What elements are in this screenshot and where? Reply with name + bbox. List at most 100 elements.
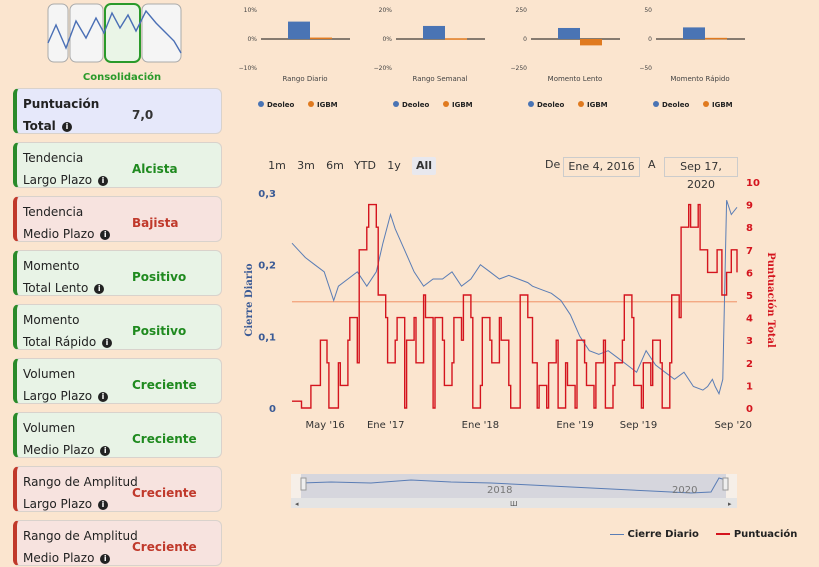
mini-ytick-label: 0 <box>523 36 527 43</box>
mini-bar <box>288 21 310 39</box>
y-tick-label: 0 <box>269 404 276 415</box>
range-button[interactable]: 3m <box>297 159 315 172</box>
score-series-line <box>292 203 738 409</box>
card-label-line1: Tendencia <box>23 205 84 219</box>
legend-deoleo-label: Deoleo <box>662 101 690 109</box>
mini-chart: 50 0 −50 Momento Rápido Deoleo IGBM <box>639 7 745 109</box>
legend-deoleo-label: Deoleo <box>537 101 565 109</box>
y2-tick-label: 5 <box>746 291 753 302</box>
card-label-line2: Largo Plazo i <box>23 173 108 187</box>
legend-close-line <box>610 533 624 535</box>
x-tick-label: Sep '19 <box>620 420 658 431</box>
navigator[interactable]: ◂ ▸ Ш <box>291 474 737 508</box>
card-label-line2-text: Medio Plazo <box>23 227 95 241</box>
y2-axis-title: Puntuación Total <box>765 252 776 348</box>
mini-xlabel: Momento Lento <box>548 75 603 83</box>
logo-graphic <box>47 3 182 63</box>
indicator-card: Tendencia Largo Plazo i Alcista <box>13 142 222 188</box>
legend-deoleo-label: Deoleo <box>402 101 430 109</box>
info-icon[interactable]: i <box>102 337 113 348</box>
info-icon[interactable]: i <box>100 553 111 564</box>
mini-ytick-label: 50 <box>644 7 652 14</box>
card-label-line2-text: Total Lento <box>23 281 89 295</box>
mini-bar <box>580 39 602 46</box>
info-icon[interactable]: i <box>100 445 111 456</box>
card-value: Alcista <box>132 162 178 176</box>
card-label-line1: Momento <box>23 313 80 327</box>
card-value: Positivo <box>132 270 187 284</box>
mini-bar <box>558 27 580 39</box>
legend-score-label[interactable]: Puntuación <box>733 529 798 540</box>
y2-tick-label: 2 <box>746 359 753 370</box>
indicator-card: Rango de Amplitud Largo Plazo i Creciente <box>13 466 222 512</box>
mini-ytick-label: 0 <box>648 36 652 43</box>
card-value: Creciente <box>132 432 197 446</box>
card-value: Positivo <box>132 324 187 338</box>
legend-deoleo-dot <box>258 101 264 107</box>
info-icon[interactable]: i <box>100 229 111 240</box>
indicator-card: Volumen Largo Plazo i Creciente <box>13 358 222 404</box>
x-tick-label: Sep '20 <box>714 420 752 431</box>
y2-tick-label: 6 <box>746 268 753 279</box>
mini-xlabel: Rango Semanal <box>413 75 468 83</box>
mini-xlabel: Momento Rápido <box>670 75 729 83</box>
y-axis-title: Cierre Diario <box>244 263 255 337</box>
legend-igbm-dot <box>308 101 314 107</box>
logo-label: Consolidación <box>82 72 162 83</box>
card-label-line2-text: Largo Plazo <box>23 173 93 187</box>
range-button[interactable]: 1y <box>387 159 401 172</box>
info-icon[interactable]: i <box>97 391 108 402</box>
y2-tick-label: 1 <box>746 381 753 392</box>
navigator-graphic: ◂ ▸ Ш <box>291 474 737 508</box>
navigator-label-2020: 2020 <box>672 485 698 496</box>
card-label-line2-text: Total Rápido <box>23 335 97 349</box>
mini-ytick-label: 250 <box>516 7 528 14</box>
card-value: 7,0 <box>132 108 154 122</box>
info-icon[interactable]: i <box>97 175 108 186</box>
indicator-card: Momento Total Rápido i Positivo <box>13 304 222 350</box>
legend-score-line <box>716 533 731 535</box>
mini-ytick-label: −50 <box>639 65 652 72</box>
card-value: Creciente <box>132 486 197 500</box>
navigator-label-2018: 2018 <box>487 485 513 496</box>
card-label-line1: Volumen <box>23 421 76 435</box>
mini-bar <box>310 37 332 40</box>
legend-close-label[interactable]: Cierre Diario <box>627 529 699 540</box>
date-to-label: A <box>648 158 656 171</box>
mini-ytick-label: 10% <box>244 7 258 14</box>
card-label-line2-text: Medio Plazo <box>23 443 95 457</box>
legend-igbm-label: IGBM <box>317 101 338 109</box>
card-value: Creciente <box>132 540 197 554</box>
logo <box>46 3 183 65</box>
mini-chart: 20% 0% −20% Rango Semanal Deoleo IGBM <box>374 7 485 109</box>
svg-text:▸: ▸ <box>728 500 732 508</box>
range-button[interactable]: All <box>412 157 436 175</box>
indicator-card: Volumen Medio Plazo i Creciente <box>13 412 222 458</box>
range-button[interactable]: YTD <box>354 159 376 172</box>
card-label-line2: Medio Plazo i <box>23 551 111 565</box>
date-to-input[interactable]: Sep 17, 2020 <box>664 157 738 191</box>
svg-text:Ш: Ш <box>510 500 518 508</box>
info-icon[interactable]: i <box>97 499 108 510</box>
y2-tick-label: 10 <box>746 178 760 189</box>
legend-deoleo-label: Deoleo <box>267 101 295 109</box>
date-from-input[interactable]: Ene 4, 2016 <box>563 157 640 177</box>
date-from-label: De <box>545 158 561 171</box>
legend-igbm-label: IGBM <box>712 101 733 109</box>
info-icon[interactable]: i <box>61 121 72 132</box>
mini-ytick-label: −250 <box>511 65 528 72</box>
x-tick-label: May '16 <box>305 420 344 431</box>
card-label-line2: Largo Plazo i <box>23 389 108 403</box>
y-tick-label: 0,2 <box>258 261 276 272</box>
legend-igbm-label: IGBM <box>587 101 608 109</box>
card-label-line1: Rango de Amplitud <box>23 475 138 489</box>
info-icon[interactable]: i <box>94 283 105 294</box>
indicator-card: Puntuación Total i 7,0 <box>13 88 222 134</box>
card-label-line2-text: Total <box>23 119 56 133</box>
range-button[interactable]: 1m <box>268 159 286 172</box>
card-label-line2: Total Rápido i <box>23 335 113 349</box>
card-label-line1: Momento <box>23 259 80 273</box>
range-button[interactable]: 6m <box>326 159 344 172</box>
y2-tick-label: 8 <box>746 223 753 234</box>
